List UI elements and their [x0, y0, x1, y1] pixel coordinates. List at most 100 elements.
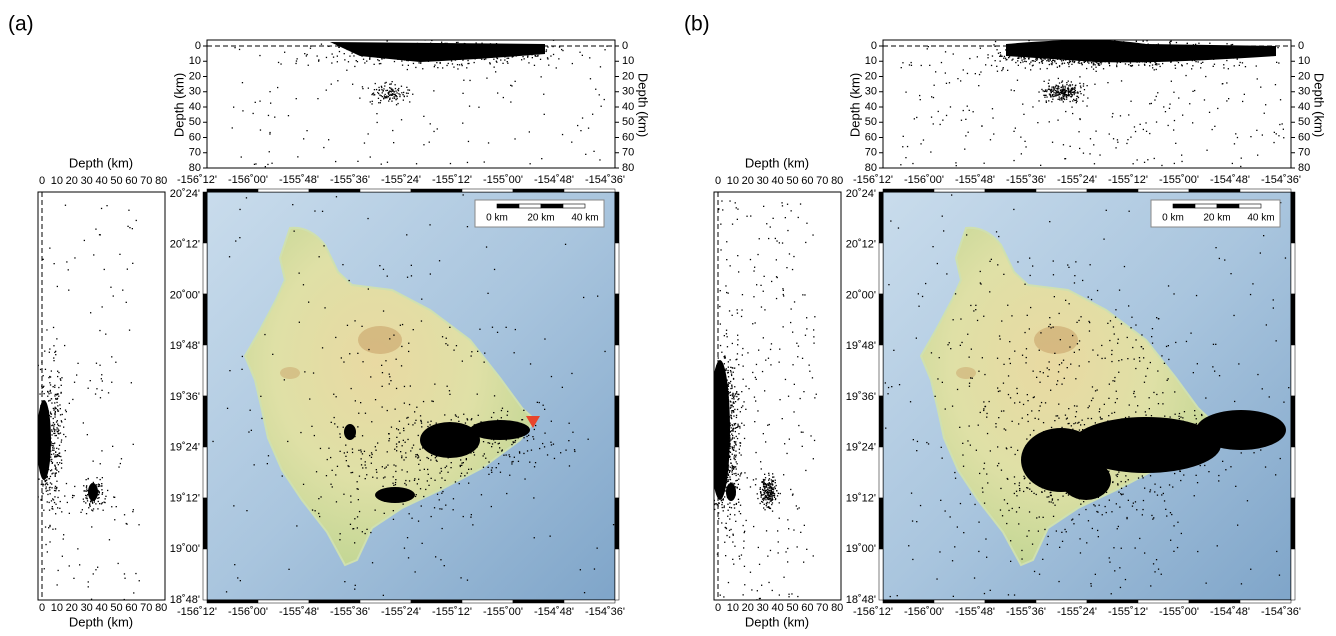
seismicity-dot [494, 269, 495, 270]
seismicity-dot [467, 162, 468, 163]
seismicity-dot [349, 280, 350, 281]
seismicity-dot [395, 465, 396, 466]
seismicity-dot [86, 488, 87, 489]
summit [358, 326, 402, 354]
seismicity-dot [50, 392, 51, 393]
seismicity-dot [1246, 48, 1247, 49]
seismicity-dot [488, 142, 489, 143]
seismicity-dot [427, 469, 428, 470]
seismicity-dot [1125, 448, 1126, 449]
seismicity-dot [1069, 442, 1070, 443]
seismicity-dot [299, 273, 300, 274]
seismicity-dot [451, 449, 452, 450]
seismicity-dot [242, 82, 243, 83]
seismicity-dot [1005, 429, 1006, 430]
seismicity-dot [428, 443, 429, 444]
frame-segment [207, 189, 258, 192]
seismicity-dot [227, 408, 228, 409]
seismicity-dot [456, 428, 457, 429]
seismicity-dot [1138, 437, 1139, 438]
seismicity-dot [271, 163, 272, 164]
seismicity-dot [389, 338, 390, 339]
seismicity-dot [299, 322, 300, 323]
seismicity-dot [477, 55, 478, 56]
seismicity-dot [413, 50, 414, 51]
seismicity-dot [358, 48, 359, 49]
seismicity-dot [480, 58, 481, 59]
seismicity-dot [391, 427, 392, 428]
seismicity-dot [1126, 518, 1127, 519]
seismicity-dot [1194, 60, 1195, 61]
seismicity-dot [53, 445, 54, 446]
seismicity-dot [999, 390, 1000, 391]
seismicity-dot [933, 97, 934, 98]
seismicity-dot [1087, 49, 1088, 50]
seismicity-dot [1111, 446, 1112, 447]
seismicity-dot [1072, 84, 1073, 85]
seismicity-dot [1201, 440, 1202, 441]
seismicity-dot [357, 61, 358, 62]
seismicity-dot [599, 159, 600, 160]
seismicity-dot [1074, 454, 1075, 455]
seismicity-dot [1055, 90, 1056, 91]
seismicity-dot [395, 84, 396, 85]
seismicity-dot [1112, 58, 1113, 59]
seismicity-dot [1171, 445, 1172, 446]
seismicity-dot [1138, 477, 1139, 478]
seismicity-dot [978, 85, 979, 86]
seismicity-dot [278, 62, 279, 63]
seismicity-dot [1064, 476, 1065, 477]
seismicity-dot [395, 91, 396, 92]
seismicity-dot [1064, 52, 1065, 53]
seismicity-dot [234, 47, 235, 48]
seismicity-dot [1141, 51, 1142, 52]
frame-segment [615, 498, 619, 549]
seismicity-dot [101, 483, 102, 484]
seismicity-dot [1206, 457, 1207, 458]
seismicity-dot [1033, 450, 1034, 451]
seismicity-dot [1190, 440, 1191, 441]
seismicity-dot [82, 509, 83, 510]
seismicity-dot [1060, 469, 1061, 470]
seismicity-dot [342, 264, 343, 265]
seismicity-dot [476, 42, 477, 43]
seismicity-dense [37, 400, 51, 480]
scale-bar [563, 204, 585, 208]
seismicity-dot [1167, 451, 1168, 452]
seismicity-dot [52, 447, 53, 448]
seismicity-dot [902, 146, 903, 147]
seismicity-dot [477, 446, 478, 447]
seismicity-dot [407, 471, 408, 472]
seismicity-dot [997, 387, 998, 388]
seismicity-dot [99, 486, 100, 487]
seismicity-dot [475, 442, 476, 443]
seismicity-dot [1045, 481, 1046, 482]
seismicity-dot [1105, 454, 1106, 455]
seismicity-dot [1020, 62, 1021, 63]
seismicity-dot [1278, 62, 1279, 63]
depth-tick-label: 20 [1298, 70, 1310, 82]
seismicity-dot [510, 49, 511, 50]
seismicity-dot [1068, 494, 1069, 495]
seismicity-dot [49, 489, 50, 490]
frame-segment [203, 447, 207, 498]
seismicity-dot [1155, 437, 1156, 438]
seismicity-dot [1187, 454, 1188, 455]
seismicity-dot [49, 510, 50, 511]
seismicity-dot [1117, 476, 1118, 477]
seismicity-dot [86, 479, 87, 480]
seismicity-dot [415, 420, 416, 421]
seismicity-dot [1112, 380, 1113, 381]
seismicity-dot [1199, 443, 1200, 444]
seismicity-dot [411, 52, 412, 53]
seismicity-dot [1149, 460, 1150, 461]
seismicity-dot [339, 433, 340, 434]
seismicity-dot [1156, 461, 1157, 462]
seismicity-dot [1006, 448, 1007, 449]
seismicity-dot [1108, 462, 1109, 463]
seismicity-dot [1072, 440, 1073, 441]
seismicity-dot [422, 543, 423, 544]
seismicity-dot [100, 397, 101, 398]
seismicity-dot [1172, 486, 1173, 487]
seismicity-dot [1000, 488, 1001, 489]
